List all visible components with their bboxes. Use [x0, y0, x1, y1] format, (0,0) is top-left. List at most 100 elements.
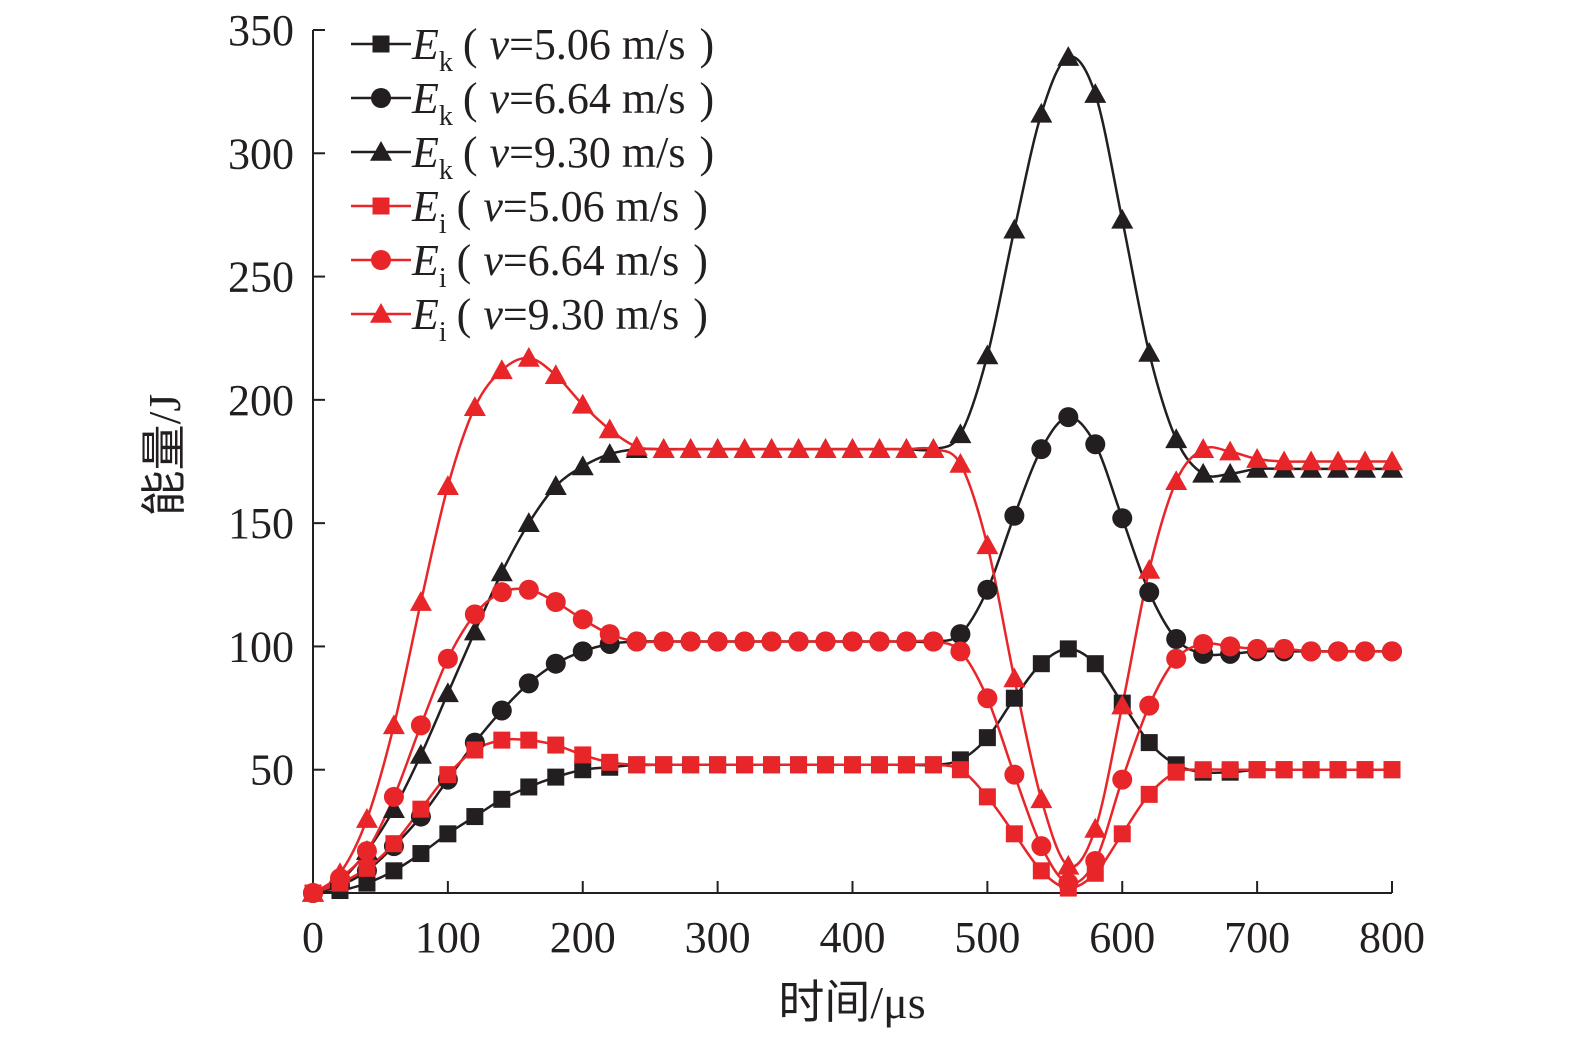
data-point	[869, 631, 890, 652]
data-point	[976, 344, 999, 365]
data-point	[922, 438, 945, 458]
data-point	[895, 438, 918, 458]
data-point	[760, 438, 783, 458]
data-point	[1032, 655, 1050, 673]
data-point	[844, 756, 861, 774]
data-point	[1139, 582, 1160, 603]
data-point	[571, 455, 594, 476]
data-point	[761, 631, 782, 652]
legend-label: Ek(v=5.06 m/s)	[411, 20, 714, 78]
data-point	[355, 808, 378, 828]
data-point	[1356, 761, 1374, 779]
legend-label: Ei(v=6.64 m/s)	[411, 236, 708, 294]
data-point	[358, 859, 376, 877]
data-point	[1355, 641, 1376, 662]
data-point	[572, 641, 593, 662]
data-point	[870, 756, 888, 774]
legend-item: Ek(v=9.30 m/s)	[351, 128, 714, 186]
x-tick-label: 100	[415, 913, 481, 962]
data-point	[1140, 734, 1158, 752]
data-point	[950, 624, 971, 645]
y-axis-title: 能量/J	[139, 394, 190, 517]
data-point	[1275, 761, 1293, 779]
data-point	[491, 700, 512, 721]
data-point	[439, 825, 457, 843]
data-point	[520, 778, 538, 796]
data-point	[1165, 470, 1188, 491]
legend-item: Ek(v=5.06 m/s)	[351, 20, 714, 78]
data-point	[1140, 785, 1158, 803]
data-point	[1112, 769, 1133, 790]
data-point	[1057, 854, 1080, 875]
data-point	[707, 631, 728, 652]
data-point	[547, 768, 565, 786]
data-point	[1085, 850, 1106, 871]
data-point	[736, 756, 754, 774]
y-tick-label: 200	[228, 376, 294, 425]
data-point	[517, 512, 540, 532]
data-point	[1165, 428, 1188, 449]
legend-item: Ei(v=9.30 m/s)	[351, 290, 708, 348]
data-point	[383, 786, 404, 807]
data-point	[517, 346, 540, 367]
data-point	[978, 729, 996, 747]
data-point	[571, 393, 594, 414]
x-tick-label: 800	[1359, 913, 1425, 962]
data-point	[1381, 450, 1403, 471]
data-point	[598, 418, 621, 439]
data-point	[1248, 761, 1266, 779]
y-tick-label: 250	[228, 253, 294, 302]
data-point	[949, 423, 972, 444]
data-point	[412, 800, 430, 818]
legend-label: Ek(v=6.64 m/s)	[411, 74, 714, 132]
data-point	[625, 435, 648, 456]
legend-label: Ek(v=9.30 m/s)	[411, 128, 714, 186]
data-point	[924, 756, 942, 774]
legend-marker	[370, 303, 392, 323]
data-point	[436, 475, 459, 495]
data-point	[1328, 641, 1349, 662]
data-point	[409, 591, 432, 611]
x-tick-label: 200	[550, 913, 616, 962]
data-point	[1300, 450, 1323, 471]
data-point	[977, 688, 998, 709]
data-point	[328, 862, 351, 883]
data-point	[1111, 208, 1134, 229]
data-point	[978, 788, 996, 806]
data-point	[518, 673, 539, 694]
data-point	[868, 438, 891, 458]
data-point	[682, 756, 700, 774]
data-point	[463, 620, 486, 641]
data-point	[436, 682, 459, 703]
data-point	[706, 438, 729, 458]
axes: 0 100 200 300 400 500 600 700 800 50 100 150 200 250 3…	[228, 6, 1425, 962]
data-point	[1167, 763, 1185, 781]
data-point	[897, 756, 915, 774]
data-point	[547, 736, 565, 754]
legend-label: Ei(v=5.06 m/s)	[411, 182, 708, 240]
data-point	[815, 631, 836, 652]
y-tick-label: 50	[250, 746, 294, 795]
legend-marker	[371, 88, 391, 108]
data-point	[733, 438, 756, 458]
data-point	[1003, 667, 1026, 688]
data-point	[574, 746, 592, 764]
data-point	[599, 624, 620, 645]
legend-marker	[371, 250, 391, 270]
data-point	[680, 631, 701, 652]
data-point	[1327, 450, 1350, 471]
legend-marker	[372, 35, 390, 53]
data-point	[1111, 694, 1134, 715]
data-point	[601, 753, 619, 771]
data-point	[1138, 342, 1161, 362]
data-point	[493, 790, 511, 808]
data-point	[1354, 450, 1377, 471]
x-tick-label: 400	[820, 913, 886, 962]
data-point	[1274, 638, 1295, 659]
data-point	[1031, 439, 1052, 460]
data-point	[1247, 638, 1268, 659]
data-point	[439, 766, 457, 784]
data-point	[950, 641, 971, 662]
data-point	[1057, 46, 1080, 66]
